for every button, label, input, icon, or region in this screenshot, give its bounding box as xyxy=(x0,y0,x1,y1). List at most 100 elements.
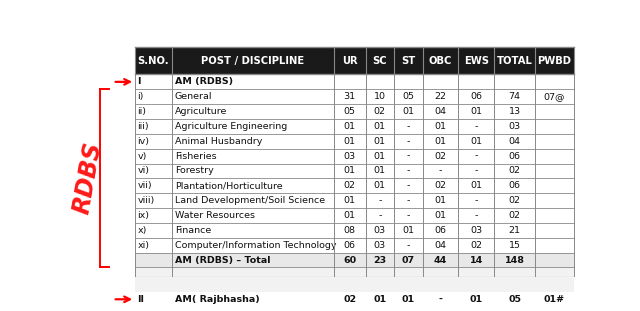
Text: 13: 13 xyxy=(508,107,520,116)
Bar xyxy=(134,74,573,89)
Text: OBC: OBC xyxy=(429,56,452,66)
Text: -: - xyxy=(406,151,410,160)
Text: 08: 08 xyxy=(344,226,356,235)
Text: 01: 01 xyxy=(435,137,447,146)
Text: -: - xyxy=(406,211,410,220)
Text: II: II xyxy=(138,295,145,304)
Text: Animal Husbandry: Animal Husbandry xyxy=(175,137,262,146)
Text: 06: 06 xyxy=(344,241,356,250)
Text: 03: 03 xyxy=(470,226,482,235)
Text: 15: 15 xyxy=(509,241,520,250)
Text: Agriculture Engineering: Agriculture Engineering xyxy=(175,122,287,131)
Text: General: General xyxy=(175,92,212,101)
Text: 02: 02 xyxy=(344,181,356,190)
Text: TOTAL: TOTAL xyxy=(497,56,532,66)
Text: -: - xyxy=(406,181,410,190)
Text: Land Development/Soil Science: Land Development/Soil Science xyxy=(175,196,325,205)
Text: 01: 01 xyxy=(435,211,447,220)
Text: ii): ii) xyxy=(138,107,147,116)
Text: -: - xyxy=(406,241,410,250)
Text: I: I xyxy=(138,77,141,86)
Text: 01: 01 xyxy=(403,107,414,116)
Bar xyxy=(134,267,573,277)
Text: 01: 01 xyxy=(470,107,482,116)
Text: Water Resources: Water Resources xyxy=(175,211,255,220)
Text: 21: 21 xyxy=(509,226,520,235)
Bar xyxy=(333,47,365,74)
Text: 04: 04 xyxy=(509,137,520,146)
Text: AM (RDBS): AM (RDBS) xyxy=(175,77,233,86)
Bar xyxy=(134,164,573,179)
Text: UR: UR xyxy=(342,56,358,66)
Bar xyxy=(134,277,573,292)
Text: xi): xi) xyxy=(138,241,150,250)
Text: RDBS: RDBS xyxy=(69,140,106,216)
Text: Computer/Information Technology: Computer/Information Technology xyxy=(175,241,337,250)
Bar xyxy=(535,47,573,74)
Bar xyxy=(134,238,573,253)
Text: 01: 01 xyxy=(435,196,447,205)
Text: EWS: EWS xyxy=(463,56,488,66)
Text: 03: 03 xyxy=(508,122,520,131)
Text: 02: 02 xyxy=(509,166,520,175)
Text: viii): viii) xyxy=(138,196,155,205)
Text: x): x) xyxy=(138,226,147,235)
Text: -: - xyxy=(474,211,478,220)
Text: -: - xyxy=(406,196,410,205)
Text: 01: 01 xyxy=(470,137,482,146)
Bar xyxy=(134,134,573,149)
Text: 01: 01 xyxy=(403,226,414,235)
Text: 06: 06 xyxy=(470,92,482,101)
Text: 01: 01 xyxy=(374,166,386,175)
Text: ix): ix) xyxy=(138,211,150,220)
Text: 02: 02 xyxy=(509,196,520,205)
Text: 07@: 07@ xyxy=(543,92,565,101)
Text: 02: 02 xyxy=(374,107,386,116)
Text: 01: 01 xyxy=(470,295,483,304)
Text: 01: 01 xyxy=(435,122,447,131)
Text: SC: SC xyxy=(372,56,387,66)
Text: AM (RDBS) – Total: AM (RDBS) – Total xyxy=(175,256,270,265)
Text: -: - xyxy=(474,196,478,205)
Text: 01: 01 xyxy=(344,137,356,146)
Text: 02: 02 xyxy=(435,151,447,160)
Text: 01: 01 xyxy=(344,122,356,131)
Text: -: - xyxy=(406,137,410,146)
Text: 60: 60 xyxy=(343,256,356,265)
Bar xyxy=(134,104,573,119)
Text: vii): vii) xyxy=(138,181,152,190)
Bar xyxy=(134,89,573,104)
Text: 31: 31 xyxy=(344,92,356,101)
Text: 01: 01 xyxy=(344,196,356,205)
Text: Agriculture: Agriculture xyxy=(175,107,227,116)
Text: vi): vi) xyxy=(138,166,150,175)
Bar xyxy=(134,179,573,193)
Text: 01: 01 xyxy=(374,151,386,160)
Text: 03: 03 xyxy=(344,151,356,160)
Text: 01: 01 xyxy=(470,181,482,190)
Text: Plantation/Horticulture: Plantation/Horticulture xyxy=(175,181,282,190)
Text: 01: 01 xyxy=(402,295,415,304)
Text: i): i) xyxy=(138,92,144,101)
Text: 01: 01 xyxy=(344,211,356,220)
Text: 06: 06 xyxy=(435,226,447,235)
Text: 22: 22 xyxy=(435,92,447,101)
Bar xyxy=(134,149,573,164)
Text: PWBD: PWBD xyxy=(538,56,572,66)
Text: 01: 01 xyxy=(374,122,386,131)
Text: POST / DISCIPLINE: POST / DISCIPLINE xyxy=(201,56,305,66)
Text: 04: 04 xyxy=(435,107,447,116)
Bar xyxy=(134,253,573,267)
Text: -: - xyxy=(439,166,442,175)
Text: Fisheries: Fisheries xyxy=(175,151,216,160)
Bar xyxy=(422,47,458,74)
Text: S.NO.: S.NO. xyxy=(138,56,169,66)
Text: -: - xyxy=(474,151,478,160)
Text: 02: 02 xyxy=(470,241,482,250)
Text: 14: 14 xyxy=(470,256,483,265)
Text: -: - xyxy=(474,166,478,175)
Bar xyxy=(494,47,535,74)
Bar xyxy=(134,292,573,307)
Text: 06: 06 xyxy=(509,181,520,190)
Text: -: - xyxy=(378,211,381,220)
